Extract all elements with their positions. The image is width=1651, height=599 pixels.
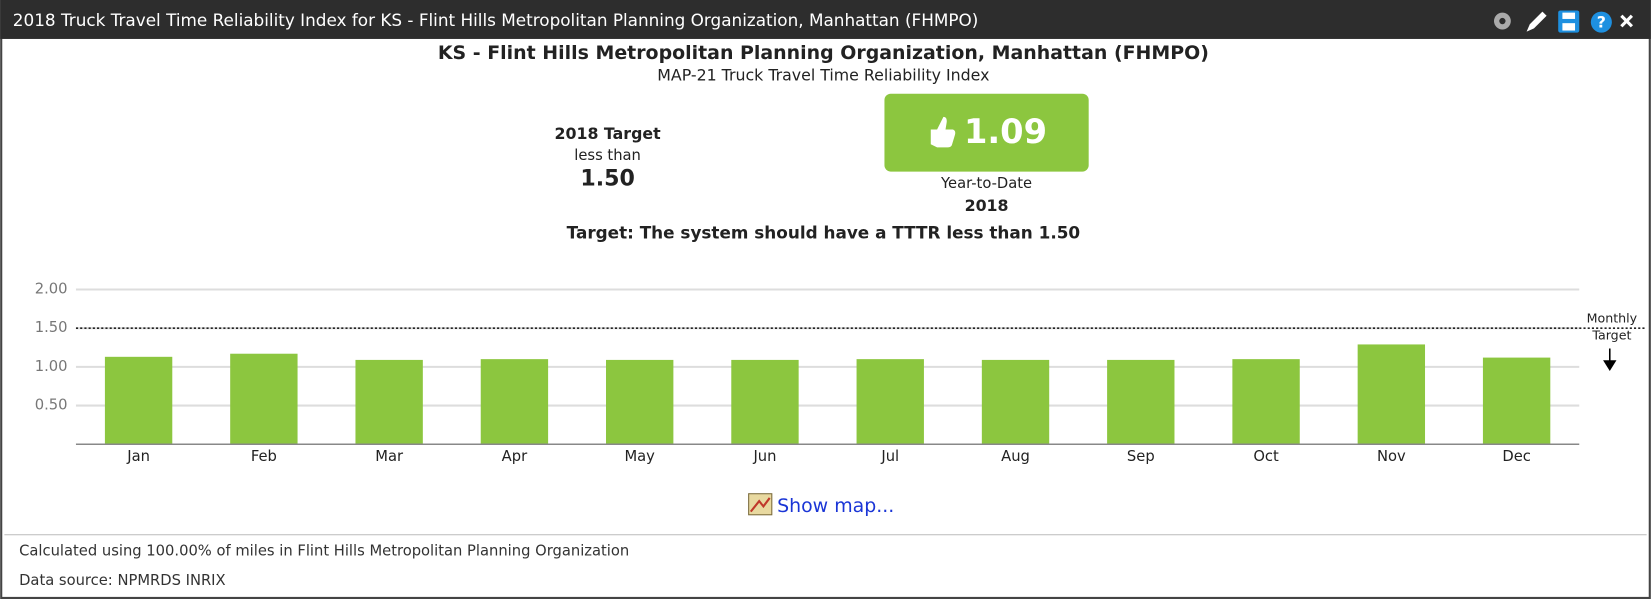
ytd-value: 1.09 [964, 112, 1047, 151]
x-tick-label: May [624, 448, 655, 465]
thumbs-up-icon [930, 116, 956, 148]
bar [355, 359, 423, 445]
bar [1107, 359, 1175, 445]
x-tick-label: Nov [1377, 448, 1406, 465]
x-tick-label: Dec [1502, 448, 1530, 465]
close-icon[interactable] [1620, 14, 1634, 28]
target-label: Monthly [1587, 310, 1638, 325]
settings-icon[interactable] [1493, 12, 1511, 30]
edit-icon[interactable] [1526, 11, 1547, 32]
ytd-year: 2018 [965, 196, 1009, 215]
y-tick-label: 0.50 [35, 397, 68, 414]
x-tick-label: Aug [1001, 448, 1030, 465]
x-tick-label: Oct [1253, 448, 1279, 465]
bar [981, 359, 1050, 445]
target-statement: Target: The system should have a TTTR le… [567, 223, 1080, 243]
save-icon[interactable] [1558, 10, 1580, 33]
bar [230, 353, 298, 445]
target-qualifier: less than [574, 147, 641, 164]
y-tick-label: 1.50 [35, 319, 68, 336]
x-tick-label: Mar [375, 448, 404, 465]
title-bar [0, 0, 1651, 39]
bar [856, 359, 924, 445]
bar [1357, 344, 1426, 445]
show-map-link[interactable]: Show map... [748, 493, 895, 517]
bar [731, 359, 799, 445]
help-icon[interactable]: ? [1590, 11, 1612, 33]
footer-note: Calculated using 100.00% of miles in Fli… [19, 543, 629, 560]
target-value: 1.50 [580, 165, 635, 191]
ytd-badge [884, 93, 1089, 172]
y-tick-label: 1.00 [35, 358, 68, 375]
x-tick-label: Jan [126, 448, 150, 465]
window-title: 2018 Truck Travel Time Reliability Index… [13, 10, 979, 30]
x-tick-label: Apr [502, 448, 528, 465]
header-subtitle: MAP-21 Truck Travel Time Reliability Ind… [657, 65, 989, 84]
ytd-label: Year-to-Date [940, 175, 1032, 192]
bar [104, 356, 173, 445]
svg-text:?: ? [1597, 13, 1606, 32]
y-tick-label: 2.00 [35, 280, 68, 297]
header-title: KS - Flint Hills Metropolitan Planning O… [438, 42, 1209, 64]
target-arrow [1603, 348, 1617, 371]
toolbar: ? [1493, 10, 1634, 33]
bar [480, 359, 549, 445]
target-label: Target [1591, 327, 1631, 342]
map-icon-route [749, 497, 771, 513]
bar [1232, 359, 1300, 445]
bar [606, 359, 674, 445]
chart: 0.50 1.00 1.50 2.00 Jan Feb Mar Apr May Jun Jul Aug… [35, 280, 1645, 465]
footer-source: Data source: NPMRDS INRIX [19, 572, 226, 589]
bar [1482, 357, 1551, 445]
show-map-text[interactable]: Show map... [777, 495, 894, 517]
x-tick-label: Jul [880, 448, 899, 465]
x-tick-label: Feb [251, 448, 277, 465]
map-icon [748, 493, 773, 516]
x-tick-label: Jun [752, 448, 776, 465]
target-title: 2018 Target [555, 124, 662, 143]
x-tick-label: Sep [1127, 448, 1155, 465]
